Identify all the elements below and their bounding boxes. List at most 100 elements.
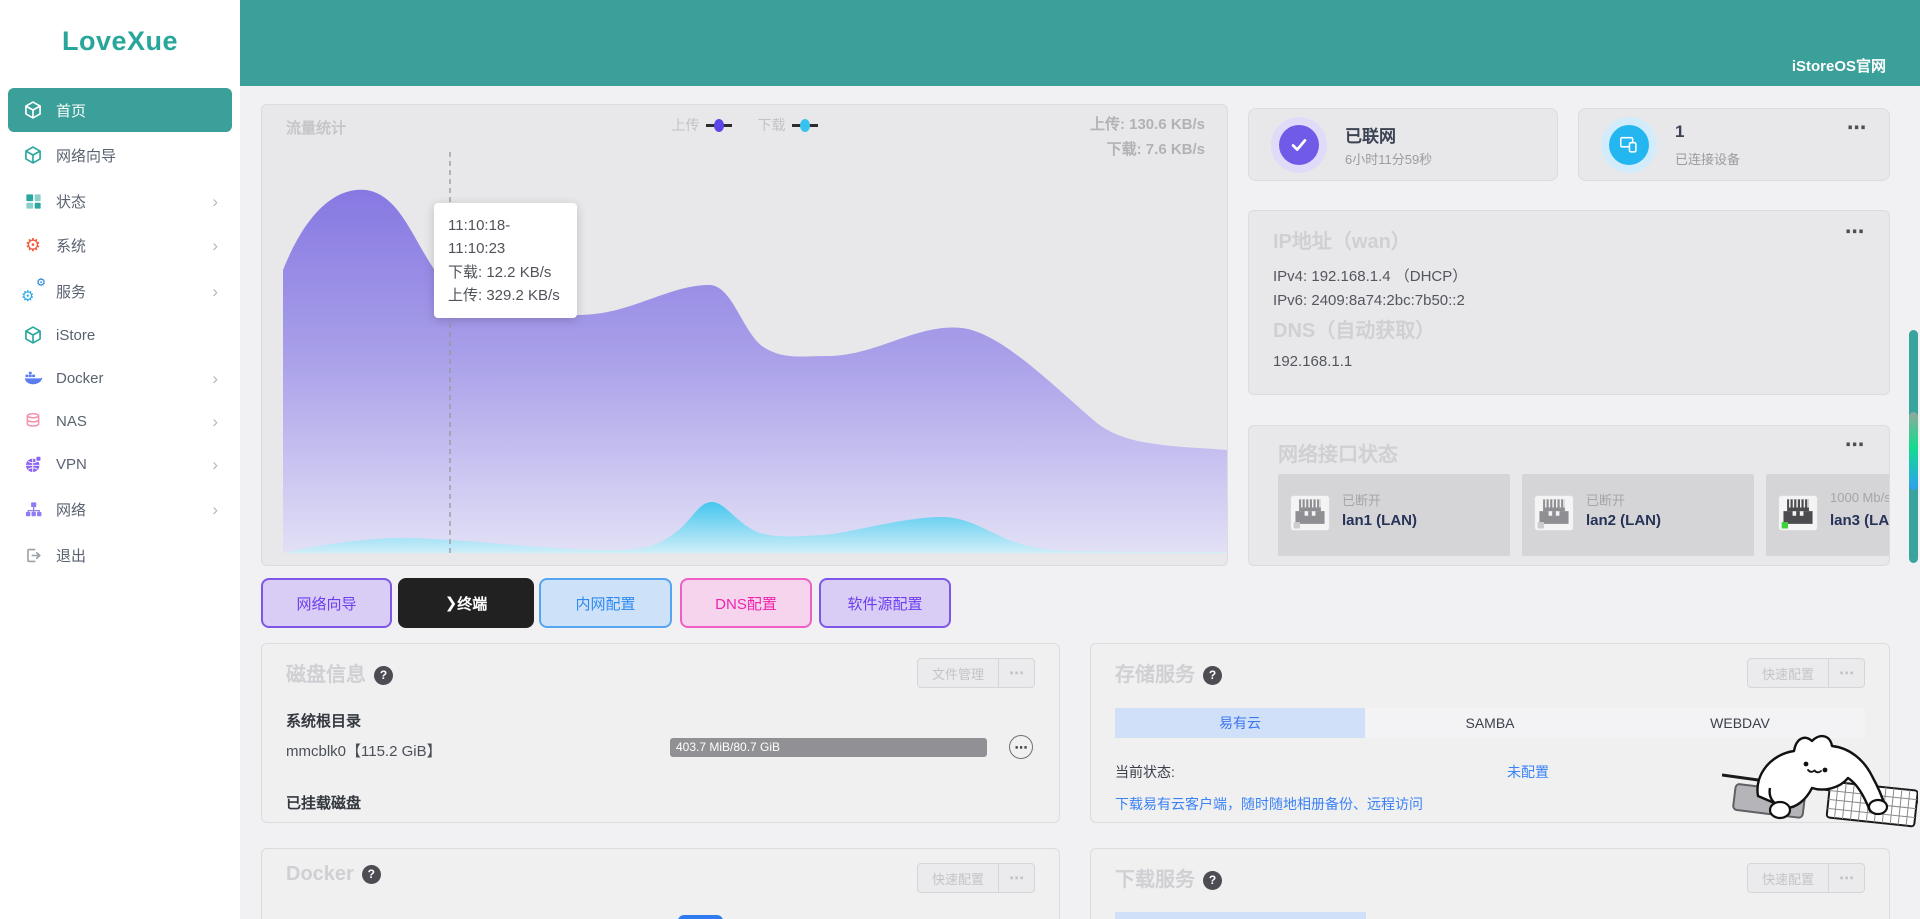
- sidebar-item-label: VPN: [56, 455, 87, 473]
- interface-name: lan3 (LAN): [1830, 512, 1889, 529]
- tab-webdav[interactable]: WEBDAV: [1615, 708, 1865, 738]
- ethernet-port-icon: [1290, 494, 1330, 537]
- traffic-chart-card[interactable]: 流量统计 上传 下载 上传: 130.6 KB/s 下载: 7.6 KB/s 1…: [261, 104, 1228, 566]
- download-card-actions: 快速配置: [1746, 863, 1865, 893]
- disk-menu-icon[interactable]: [999, 659, 1034, 687]
- check-icon: [1279, 125, 1319, 165]
- sidebar-item-docker[interactable]: Docker: [0, 359, 240, 397]
- istoreos-site-link[interactable]: iStoreOS官网: [1791, 58, 1886, 75]
- wan-ip-title: IP地址（wan）: [1273, 231, 1411, 253]
- download-menu-icon[interactable]: [1829, 864, 1864, 892]
- chart-title: 流量统计: [286, 120, 347, 137]
- wan-ip-card: IP地址（wan） IPv4: 192.168.1.4 （DHCP） IPv6:…: [1248, 210, 1890, 395]
- sidebar-item-vpn[interactable]: VPN: [0, 445, 240, 483]
- ecloud-download-link[interactable]: 下载易有云客户端，随时随地相册备份、远程访问: [1115, 796, 1423, 812]
- interface-status: 已断开: [1342, 493, 1382, 508]
- sidebar-item-network-wizard[interactable]: 网络向导: [0, 136, 240, 174]
- docker-action-partial[interactable]: [678, 915, 723, 919]
- legend-upload-label: 上传: [671, 117, 700, 133]
- chevron-right-icon: [212, 370, 218, 387]
- ipv4-address: IPv4: 192.168.1.4 （DHCP）: [1273, 268, 1468, 285]
- internet-status-card: 已联网 6小时11分59秒: [1248, 108, 1558, 181]
- sidebar-item-status[interactable]: 状态: [0, 182, 240, 220]
- check-ring: [1271, 117, 1327, 173]
- dns-config-button[interactable]: DNS配置: [680, 578, 812, 628]
- sidebar-item-label: 退出: [56, 547, 87, 565]
- help-icon[interactable]: [1203, 870, 1222, 890]
- disk-usage-bar: 403.7 MiB/80.7 GiB: [670, 738, 987, 757]
- cube-icon: [22, 144, 44, 166]
- app-logo: LoveXue: [61, 26, 179, 56]
- sidebar-item-istore[interactable]: iStore: [0, 316, 240, 354]
- tooltip-upload-value: 上传: 329.2 KB/s: [448, 286, 560, 304]
- cube-icon: [22, 324, 44, 346]
- download-tab-partial[interactable]: [1115, 912, 1366, 919]
- root-dir-heading: 系统根目录: [286, 713, 362, 730]
- tab-ecloud[interactable]: 易有云: [1115, 708, 1365, 738]
- storage-card-actions: 快速配置: [1746, 658, 1865, 688]
- dns-value: 192.168.1.1: [1273, 353, 1353, 370]
- sidebar-item-home[interactable]: 首页: [8, 88, 232, 132]
- sidebar-item-services[interactable]: ⚙ ⚙ 服务: [0, 272, 240, 310]
- devices-count: 1: [1675, 122, 1685, 141]
- storage-quick-config-button[interactable]: 快速配置: [1761, 666, 1814, 682]
- sidebar-item-network[interactable]: 网络: [0, 490, 240, 528]
- chart-tooltip: 11:10:18-11:10:23 下载: 12.2 KB/s 上传: 329.…: [434, 203, 577, 318]
- interfaces-row: 已断开 lan1 (LAN) 已断开 lan2 (LAN) 1000 Mb/s …: [1278, 474, 1889, 556]
- docker-quick-config-button[interactable]: 快速配置: [931, 871, 984, 887]
- file-manager-button[interactable]: 文件管理: [931, 666, 984, 682]
- storage-card-title: 存储服务: [1115, 664, 1195, 686]
- docker-card-title: Docker: [286, 863, 354, 885]
- mounted-disks-heading: 已挂载磁盘: [286, 795, 362, 812]
- interfaces-menu-icon[interactable]: [1845, 436, 1865, 455]
- storage-menu-icon[interactable]: [1829, 659, 1864, 687]
- help-icon[interactable]: [361, 864, 381, 884]
- network-interfaces-card: 网络接口状态 已断开 lan1 (LAN) 已断开 lan2 (LAN): [1248, 425, 1890, 566]
- sidebar-item-nas[interactable]: NAS: [0, 402, 240, 440]
- disk-more-button[interactable]: [1009, 735, 1033, 759]
- logout-icon: [22, 544, 44, 566]
- gears-icon: ⚙ ⚙: [21, 277, 46, 305]
- uptime-text: 6小时11分59秒: [1345, 152, 1433, 167]
- chevron-right-icon: [212, 501, 218, 518]
- network-wizard-button[interactable]: 网络向导: [261, 578, 392, 628]
- legend-download[interactable]: 下载: [758, 115, 818, 135]
- interface-tile-lan2[interactable]: 已断开 lan2 (LAN): [1522, 474, 1754, 556]
- help-icon[interactable]: [1203, 665, 1222, 685]
- devices-menu-icon[interactable]: [1847, 119, 1867, 138]
- terminal-prompt-icon: ❯: [444, 595, 458, 612]
- lan-config-button[interactable]: 内网配置: [539, 578, 672, 628]
- chevron-right-icon: [212, 413, 218, 430]
- help-icon[interactable]: [374, 665, 393, 685]
- interface-status: 已断开: [1586, 493, 1626, 508]
- legend-download-label: 下载: [757, 117, 786, 133]
- sidebar-item-label: 系统: [56, 237, 87, 255]
- terminal-button[interactable]: ❯ 终端: [398, 578, 534, 628]
- interface-tile-lan1[interactable]: 已断开 lan1 (LAN): [1278, 474, 1510, 556]
- interface-status: 1000 Mb/s: [1830, 490, 1889, 505]
- docker-card: Docker 快速配置: [261, 848, 1060, 919]
- scrollbar-thumb[interactable]: [1909, 412, 1918, 490]
- legend-upload[interactable]: 上传: [672, 115, 732, 135]
- docker-card-actions: 快速配置: [916, 863, 1035, 893]
- download-marker-icon: [791, 118, 818, 132]
- top-header-bar: iStoreOS官网: [240, 0, 1920, 86]
- wan-ip-menu-icon[interactable]: [1845, 223, 1865, 242]
- interface-tile-lan3[interactable]: 1000 Mb/s lan3 (LAN): [1766, 474, 1889, 556]
- download-quick-config-button[interactable]: 快速配置: [1761, 871, 1814, 887]
- download-services-card: 下载服务 快速配置: [1090, 848, 1890, 919]
- chart-current-rates: 上传: 130.6 KB/s 下载: 7.6 KB/s: [1090, 113, 1205, 163]
- sidebar-item-system[interactable]: ⚙ 系统: [0, 226, 240, 264]
- ipv6-address: IPv6: 2409:8a74:2bc:7b50::2: [1273, 292, 1465, 309]
- source-config-button[interactable]: 软件源配置: [819, 578, 951, 628]
- download-rate: 下载: 7.6 KB/s: [1106, 140, 1205, 158]
- sidebar-item-logout[interactable]: 退出: [0, 536, 240, 574]
- sidebar-item-label: 服务: [56, 283, 87, 301]
- tab-samba[interactable]: SAMBA: [1365, 708, 1615, 738]
- sidebar-item-label: 网络: [56, 501, 87, 519]
- bongo-cat-image: [1722, 734, 1918, 828]
- network-wizard-label: 网络向导: [296, 595, 357, 613]
- storage-status-value[interactable]: 未配置: [1507, 764, 1549, 780]
- docker-menu-icon[interactable]: [999, 864, 1034, 892]
